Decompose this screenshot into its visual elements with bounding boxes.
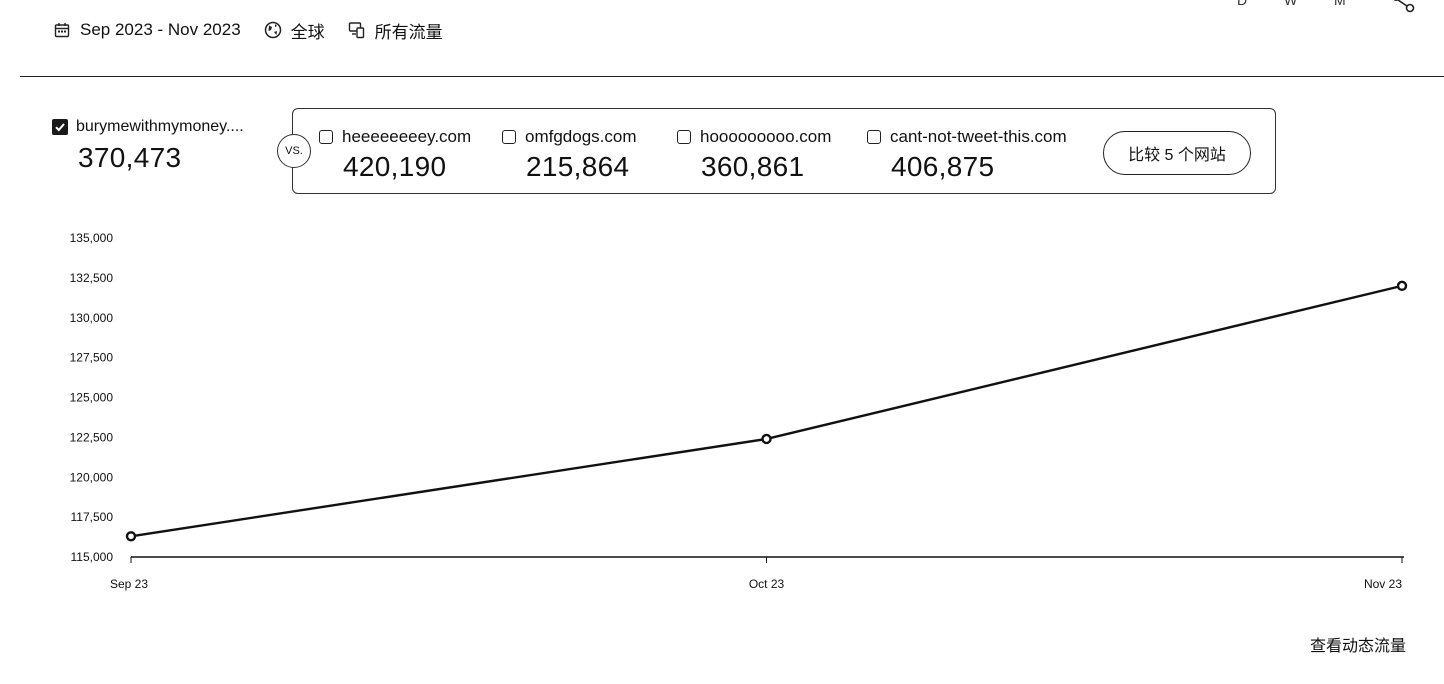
primary-site: burymewithmymoney.... 370,473 xyxy=(52,118,244,174)
traffic-type-selector[interactable]: 所有流量 xyxy=(374,22,443,42)
share-icon[interactable] xyxy=(1390,0,1416,21)
y-tick-label: 115,000 xyxy=(71,550,114,564)
competitor-item: hooooooooo.com 360,861 xyxy=(677,127,831,183)
competitor-item: heeeeeeeey.com 420,190 xyxy=(319,127,471,183)
competitor-value: 420,190 xyxy=(343,151,447,182)
competitor-checkbox[interactable] xyxy=(319,130,333,144)
competitor-value: 406,875 xyxy=(891,151,995,182)
granularity-day[interactable]: D xyxy=(1237,0,1248,8)
granularity-week[interactable]: W xyxy=(1284,0,1298,8)
competitor-item: cant-not-tweet-this.com 406,875 xyxy=(867,127,1067,183)
header-divider xyxy=(20,76,1444,77)
data-point xyxy=(1396,280,1408,292)
compare-sites-button[interactable]: 比较 5 个网站 xyxy=(1103,131,1251,175)
primary-site-checkbox[interactable] xyxy=(52,119,68,135)
y-tick-label: 135,000 xyxy=(70,231,114,245)
x-tick-label: Sep 23 xyxy=(110,577,148,591)
primary-site-domain: burymewithmymoney.... xyxy=(76,118,244,135)
date-range-selector[interactable]: Sep 2023 - Nov 2023 xyxy=(80,20,241,39)
primary-site-value: 370,473 xyxy=(78,142,182,173)
competitor-domain: hooooooooo.com xyxy=(700,127,832,146)
series-line xyxy=(130,284,1403,538)
competitor-item: omfgdogs.com 215,864 xyxy=(502,127,637,183)
devices-icon[interactable] xyxy=(347,20,367,40)
competitor-domain: omfgdogs.com xyxy=(525,127,637,146)
view-dynamic-traffic-link[interactable]: 查看动态流量 xyxy=(1309,638,1406,655)
competitor-domain: heeeeeeeey.com xyxy=(342,127,472,146)
data-point xyxy=(125,531,137,542)
y-tick-label: 132,500 xyxy=(70,271,114,285)
y-tick-label: 125,000 xyxy=(70,391,114,405)
y-tick-label: 130,000 xyxy=(70,311,114,325)
filter-toolbar: Sep 2023 - Nov 2023 全球 所有流量 xyxy=(52,16,443,44)
x-tick-label: Oct 23 xyxy=(749,577,785,591)
competitor-checkbox[interactable] xyxy=(502,130,516,144)
y-tick-label: 117,500 xyxy=(71,510,114,524)
competitors-panel: heeeeeeeey.com 420,190 omfgdogs.com 215,… xyxy=(292,108,1276,194)
globe-icon[interactable] xyxy=(263,20,283,40)
granularity-month[interactable]: M xyxy=(1334,0,1346,8)
y-tick-label: 122,500 xyxy=(70,430,114,444)
competitor-value: 360,861 xyxy=(701,151,805,182)
calendar-icon[interactable] xyxy=(52,20,72,40)
data-point xyxy=(761,433,772,445)
y-tick-label: 127,500 xyxy=(70,351,114,365)
x-tick-label: Nov 23 xyxy=(1364,577,1402,591)
competitor-checkbox[interactable] xyxy=(677,130,691,144)
competitor-checkbox[interactable] xyxy=(867,130,881,144)
vs-badge: VS. xyxy=(277,134,311,168)
competitor-value: 215,864 xyxy=(526,151,630,182)
competitor-domain: cant-not-tweet-this.com xyxy=(890,127,1067,146)
region-selector[interactable]: 全球 xyxy=(290,22,325,42)
y-tick-label: 120,000 xyxy=(70,470,114,484)
